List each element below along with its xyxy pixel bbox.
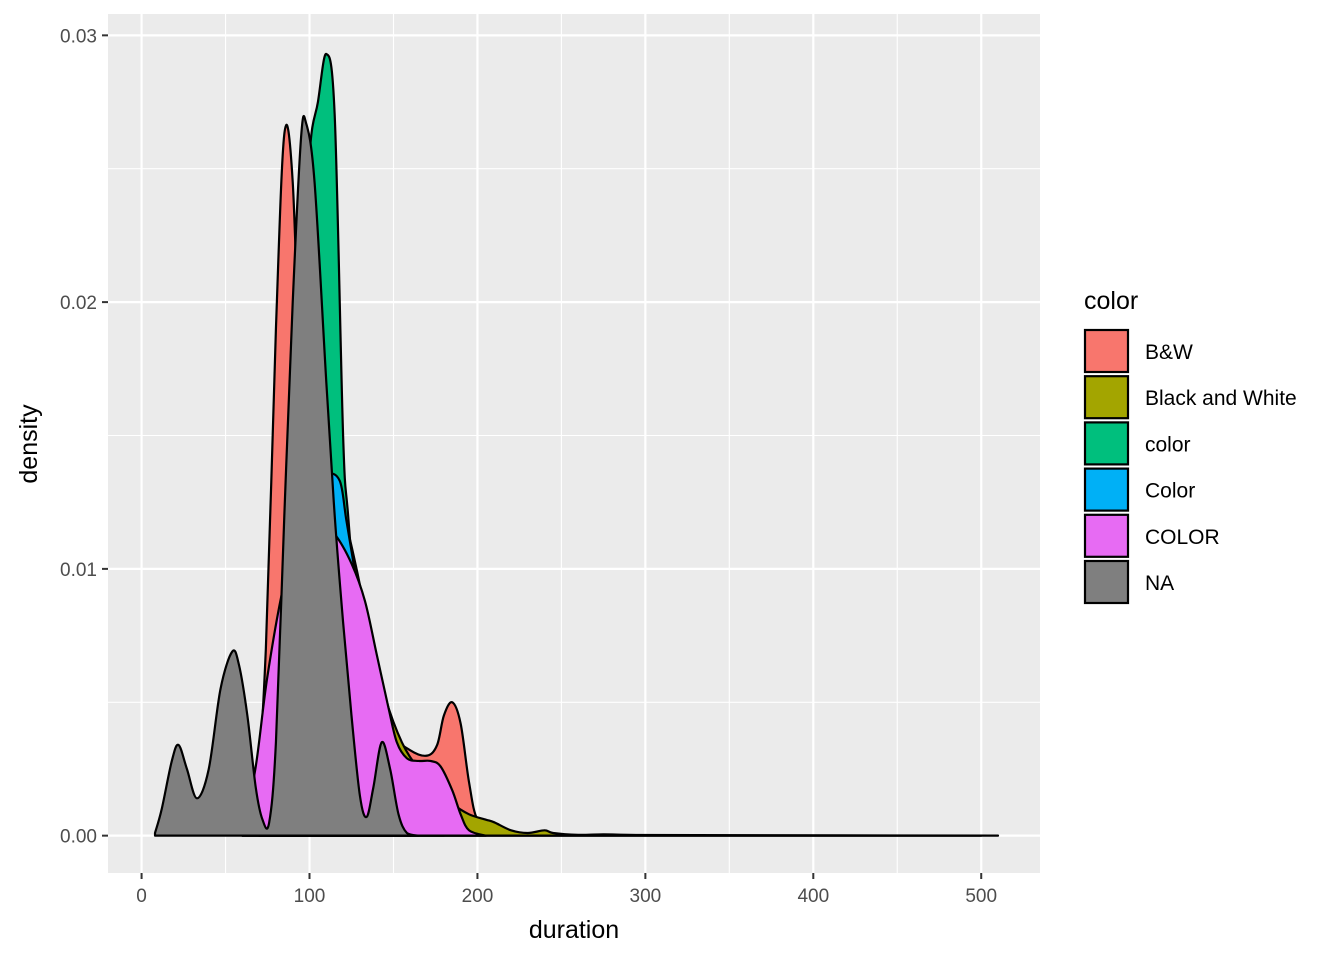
legend-label-0: B&W bbox=[1145, 341, 1193, 364]
y-tick-label: 0.01 bbox=[60, 560, 97, 581]
legend-label-4: COLOR bbox=[1145, 526, 1220, 549]
legend-key-0 bbox=[1083, 328, 1130, 374]
x-tick-label: 300 bbox=[630, 886, 662, 907]
x-tick-label: 500 bbox=[965, 886, 997, 907]
y-tick-label: 0.00 bbox=[60, 827, 97, 848]
x-tick-label: 0 bbox=[136, 886, 147, 907]
legend-key-3 bbox=[1083, 467, 1130, 512]
grid-minor bbox=[108, 14, 1040, 873]
density-area-5 bbox=[153, 114, 420, 837]
y-tick-label: 0.02 bbox=[60, 293, 97, 314]
x-tick-label: 100 bbox=[294, 886, 326, 907]
legend-title: color bbox=[1084, 287, 1138, 315]
y-axis: 0.00 0.01 0.02 0.03 bbox=[60, 26, 108, 848]
legend-key-1 bbox=[1083, 375, 1130, 420]
legend: color B&W Black and White color Color COLOR N… bbox=[1083, 287, 1297, 605]
x-tick-label: 200 bbox=[462, 886, 494, 907]
legend-label-2: color bbox=[1145, 433, 1191, 456]
y-axis-title: density bbox=[15, 404, 43, 484]
y-tick-label: 0.03 bbox=[60, 26, 97, 47]
legend-key-2 bbox=[1083, 421, 1130, 466]
legend-key-4 bbox=[1083, 513, 1130, 558]
x-axis: 0 100 200 300 400 500 bbox=[136, 873, 997, 907]
legend-key-5 bbox=[1083, 559, 1130, 605]
legend-label-5: NA bbox=[1145, 572, 1174, 595]
x-tick-label: 400 bbox=[797, 886, 829, 907]
legend-label-1: Black and White bbox=[1145, 387, 1297, 410]
legend-label-3: Color bbox=[1145, 480, 1195, 503]
x-axis-title: duration bbox=[529, 916, 619, 944]
density-areas bbox=[153, 52, 1000, 837]
